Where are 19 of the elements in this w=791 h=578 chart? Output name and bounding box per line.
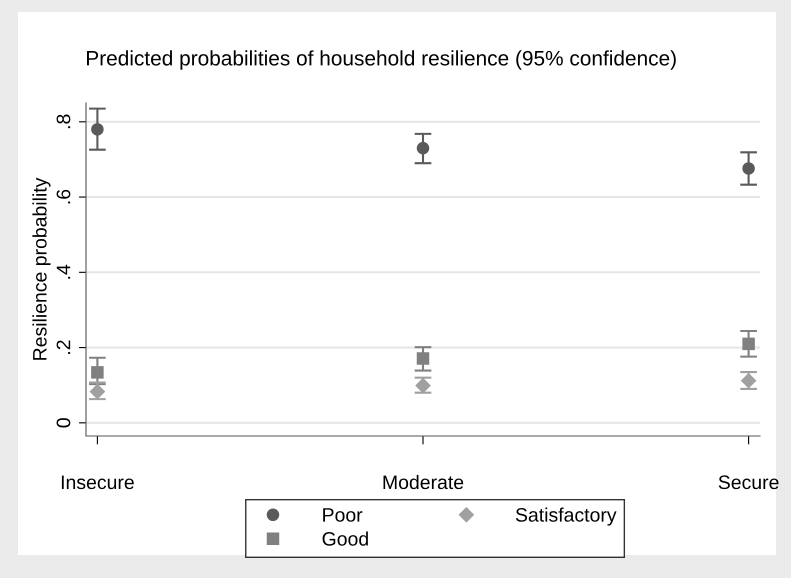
chart-title: Predicted probabilities of household resilience (95% confidence) [87,50,676,70]
x-tick-label: Secure [718,475,779,490]
x-tick-label: Moderate [384,474,464,490]
y-axis-title: Resilience probability [32,178,51,360]
x-tick-label: Insecure [62,476,134,490]
point [742,162,755,175]
y-tick-label: .6 [56,190,70,204]
y-tick-label: .8 [56,114,70,128]
y-tick-label: .4 [56,264,70,279]
point [91,123,104,136]
point [742,338,755,350]
legend-label: Satisfactory [516,508,617,526]
point [416,352,430,365]
legend-label: Good [322,531,368,546]
legend-label: Poor [323,508,362,522]
y-tick-label: 0 [56,418,70,428]
point [416,142,430,154]
y-tick-label: .2 [56,340,70,354]
point [91,366,104,379]
